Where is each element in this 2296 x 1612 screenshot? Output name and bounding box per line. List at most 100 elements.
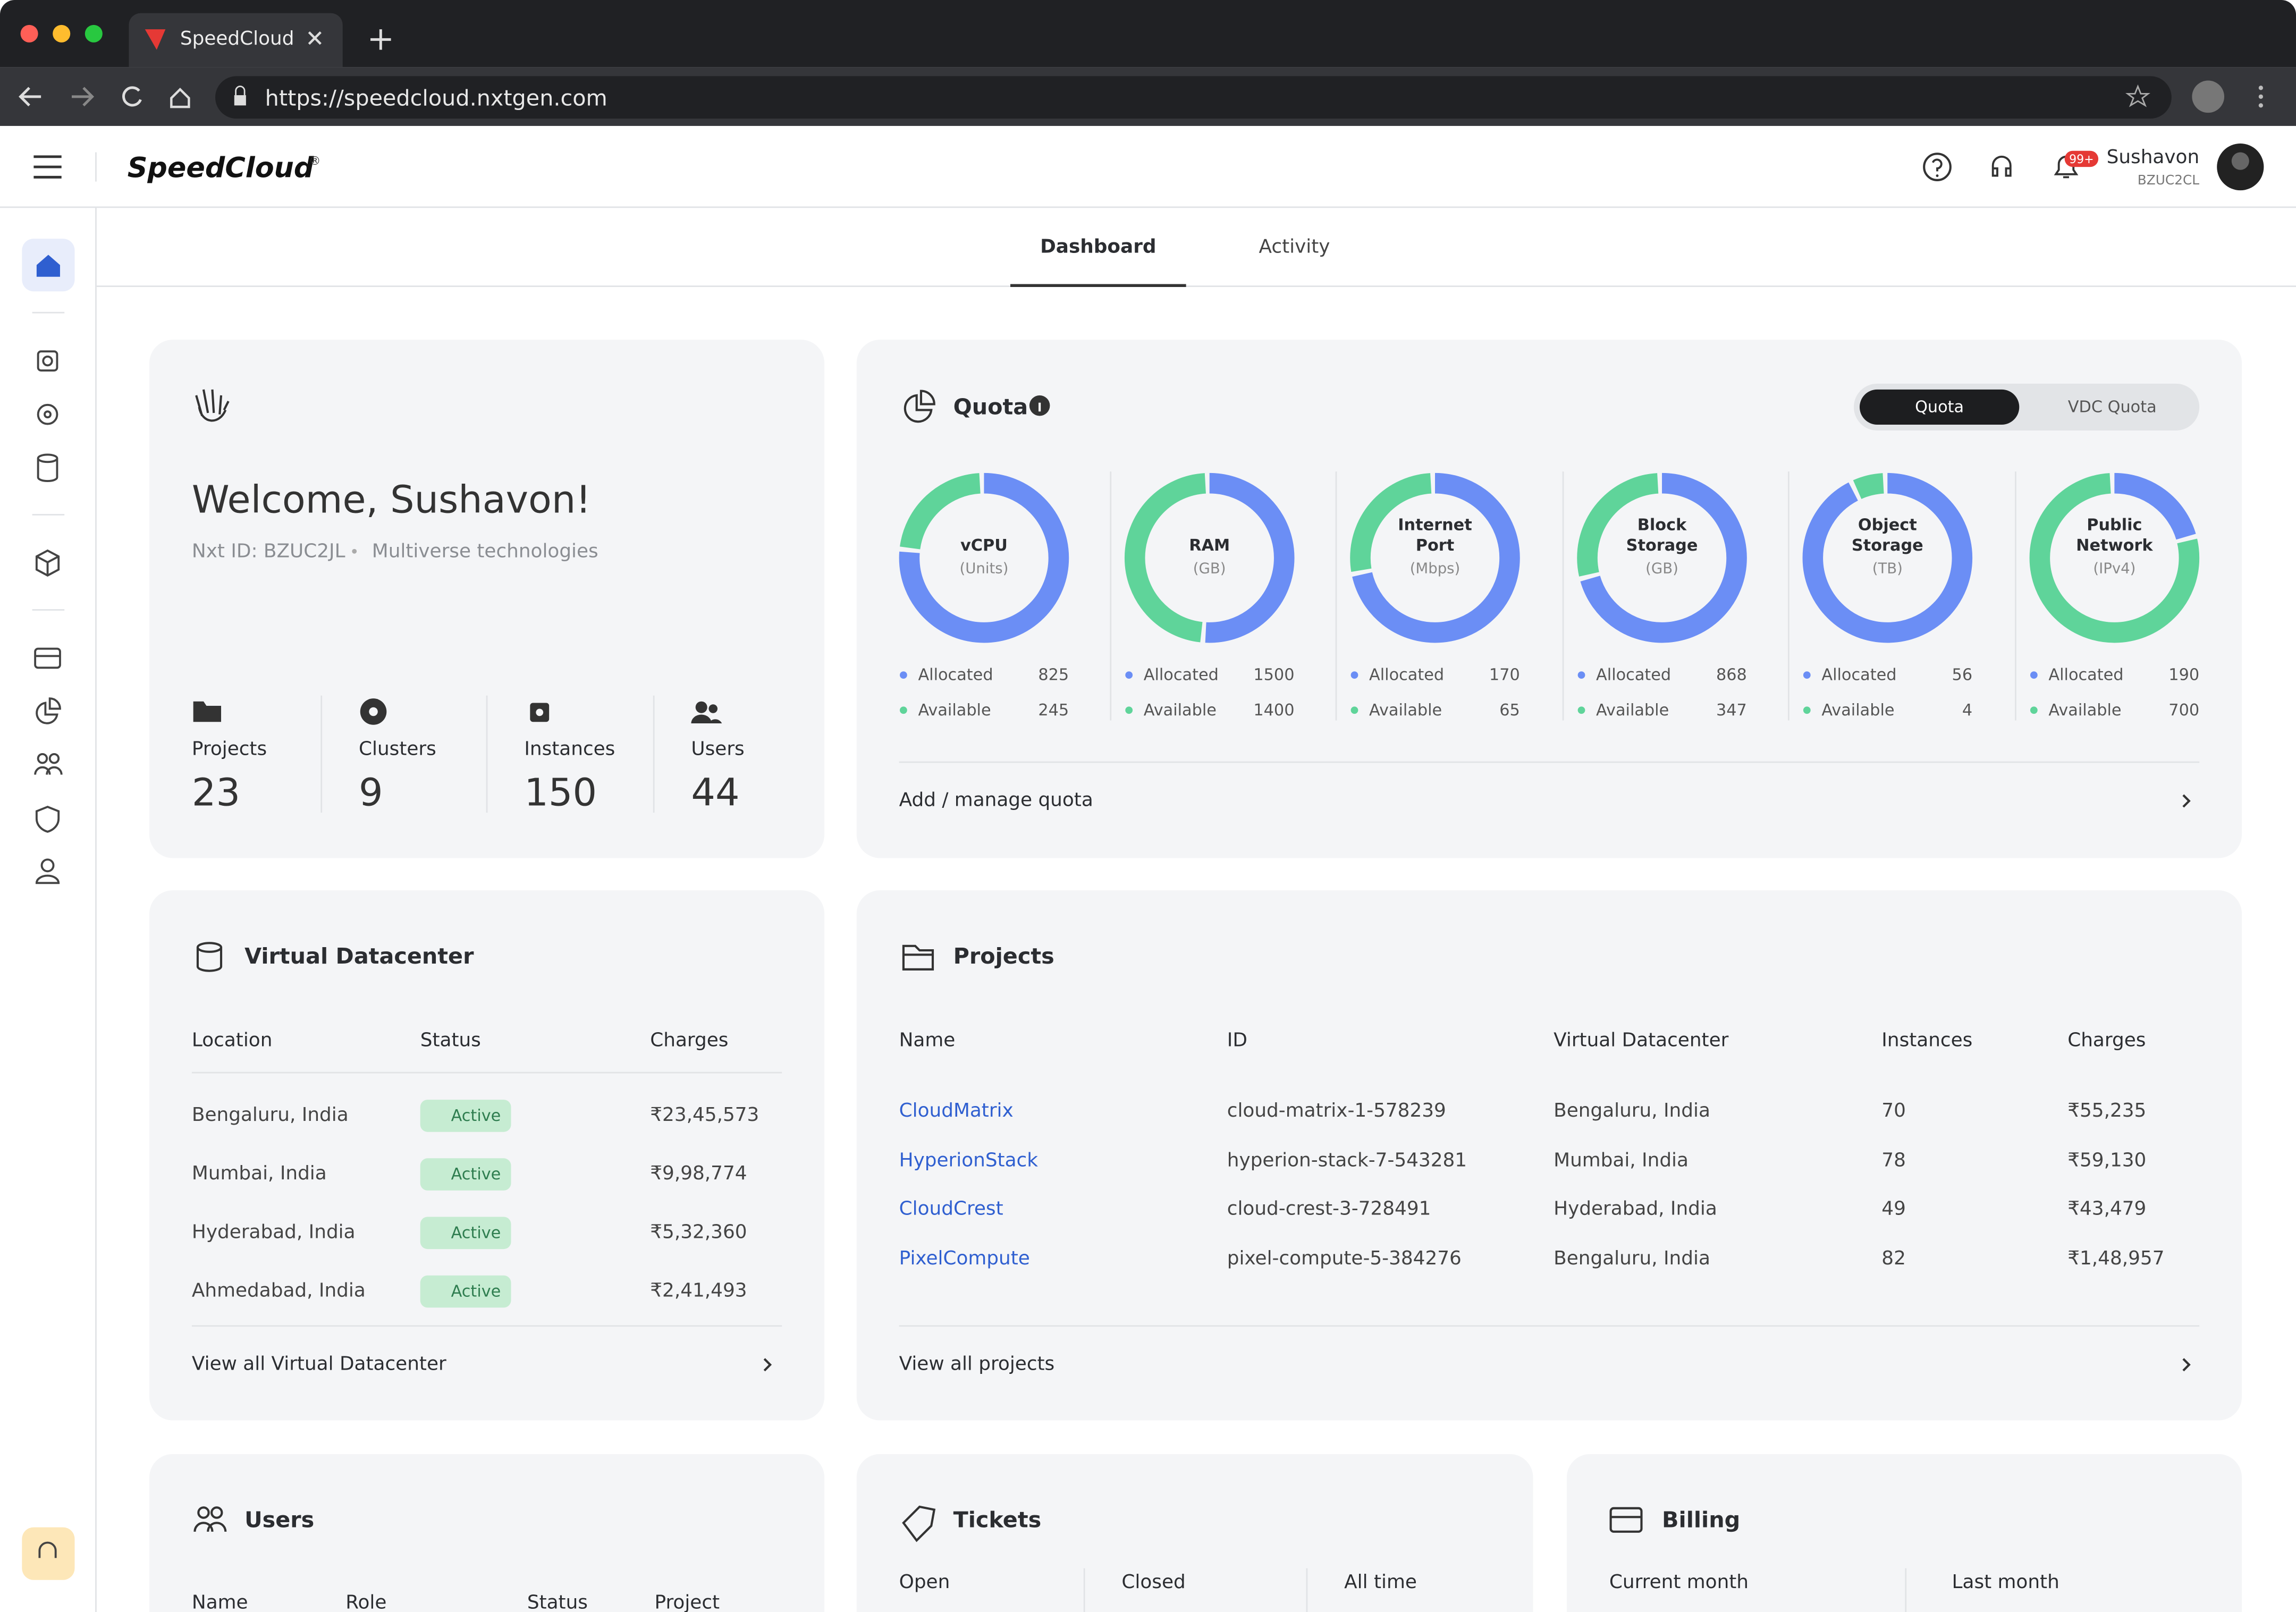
legend-dot <box>1350 671 1358 679</box>
generated-graphics <box>429 472 2200 1299</box>
project-id: cloud-matrix-1-578239 <box>1227 1100 1446 1123</box>
vdc-link[interactable]: View all Virtual Datacenter <box>191 1354 446 1376</box>
projects-footer-line <box>899 1325 2200 1327</box>
allocated-value: 170 <box>1489 665 1520 685</box>
instances: 49 <box>1881 1199 1906 1221</box>
column-header: Name <box>191 1592 248 1612</box>
tab-title: SpeedCloud <box>180 28 294 51</box>
billing-card <box>1566 1454 2242 1612</box>
column-header: Last month <box>1952 1572 2059 1594</box>
project-id: pixel-compute-5-384276 <box>1227 1248 1462 1270</box>
available-value: 700 <box>2168 700 2200 720</box>
donut-available <box>1577 472 1747 643</box>
column-header: Project <box>654 1592 720 1612</box>
stat-divider <box>320 695 323 813</box>
location: Hyderabad, India <box>191 1222 356 1244</box>
stat-value: 44 <box>691 771 740 816</box>
column-header: Charges <box>650 1030 729 1052</box>
column-header: Open <box>899 1572 950 1594</box>
legend-dot <box>1125 671 1133 679</box>
column-header: Instances <box>1881 1030 1973 1052</box>
project-name[interactable]: PixelCompute <box>899 1248 1030 1270</box>
location: Mumbai, India <box>191 1163 327 1186</box>
legend-dot <box>2030 706 2038 714</box>
legend-dot <box>1803 706 1811 714</box>
legend-dot <box>1803 671 1811 679</box>
projects-link[interactable]: View all projects <box>899 1354 1055 1376</box>
donut-unit: (IPv4) <box>2093 561 2136 578</box>
user-id: BZUC2CL <box>2137 174 2200 189</box>
quota-toggle-active[interactable] <box>1859 389 2020 425</box>
nxt-id: Nxt ID: BZUC2JL <box>191 541 345 563</box>
instances: 70 <box>1881 1100 1906 1123</box>
location: Ahmedabad, India <box>191 1280 366 1303</box>
project-name[interactable]: HyperionStack <box>899 1150 1038 1172</box>
donut-available <box>1350 472 1520 643</box>
sidebar-divider <box>95 206 97 1612</box>
status: Active <box>451 1223 501 1243</box>
donut-divider <box>1562 471 1564 721</box>
toggle-option[interactable]: Quota <box>1915 398 1964 417</box>
legend-label: Available <box>1821 700 1895 720</box>
legend-label: Allocated <box>1821 665 1897 685</box>
stat-value: 150 <box>524 771 597 816</box>
donut-name: Public Network <box>2076 515 2153 555</box>
donut-name: vCPU <box>960 536 1008 555</box>
location: Bengaluru, India <box>191 1104 349 1127</box>
legend-dot <box>2030 671 2038 679</box>
tab[interactable]: Dashboard <box>1040 236 1157 259</box>
projects-card <box>856 890 2242 1421</box>
tickets-title: Tickets <box>953 1506 1042 1533</box>
toggle-option[interactable]: VDC Quota <box>2067 398 2157 417</box>
available-value: 245 <box>1038 700 1069 720</box>
manage-quota-link[interactable]: Add / manage quota <box>899 790 1093 812</box>
project-name[interactable]: CloudMatrix <box>899 1100 1014 1123</box>
available-value: 65 <box>1499 700 1520 720</box>
quota-divider <box>899 761 2200 763</box>
donut-allocated <box>1350 472 1520 643</box>
col-divider <box>1083 1568 1085 1612</box>
donut-allocated <box>2029 472 2200 643</box>
brand-logo[interactable]: SpeedCloud <box>127 152 314 185</box>
donut-allocated <box>899 472 1069 643</box>
stat-divider <box>486 695 488 813</box>
vdc-title: Virtual Datacenter <box>244 943 474 969</box>
donut-available <box>2029 472 2200 643</box>
column-header: Closed <box>1121 1572 1186 1594</box>
url[interactable]: https://speedcloud.nxtgen.com <box>265 85 607 112</box>
tabs-divider <box>96 285 2296 287</box>
donut-name: Internet Port <box>1398 515 1472 555</box>
donut-name: Block Storage <box>1626 515 1698 555</box>
support-button[interactable] <box>22 1527 75 1580</box>
stat-label: Users <box>691 738 745 761</box>
legend-dot <box>1350 706 1358 714</box>
stat-label: Instances <box>524 738 615 761</box>
url-field[interactable] <box>215 76 2172 119</box>
user-name[interactable]: Sushavon <box>2106 147 2200 170</box>
logo-divider <box>95 152 97 182</box>
donut-unit: (TB) <box>1872 561 1903 578</box>
donut-name: RAM <box>1189 536 1230 555</box>
billing-title: Billing <box>1662 1506 1741 1533</box>
legend-dot <box>1125 706 1133 714</box>
tab-icons <box>145 29 391 50</box>
tickets-card <box>856 1454 1533 1612</box>
sidebar-sep <box>32 609 65 611</box>
allocated-value: 868 <box>1716 665 1747 685</box>
project-vdc: Bengaluru, India <box>1554 1100 1710 1123</box>
column-header: All time <box>1344 1572 1417 1594</box>
column-header: Virtual Datacenter <box>1554 1030 1729 1052</box>
project-name[interactable]: CloudCrest <box>899 1199 1003 1221</box>
browser-tab[interactable] <box>129 13 343 67</box>
donut-divider <box>1335 471 1337 721</box>
col-divider <box>1905 1568 1907 1612</box>
donut-divider <box>1787 471 1789 721</box>
users-title: Users <box>244 1506 315 1533</box>
legend-label: Allocated <box>2048 665 2124 685</box>
vdc-footer-line <box>191 1325 782 1327</box>
tab[interactable]: Activity <box>1259 236 1330 259</box>
window-controls <box>20 24 103 43</box>
legend-label: Available <box>918 700 991 720</box>
donut-divider <box>2015 471 2016 721</box>
